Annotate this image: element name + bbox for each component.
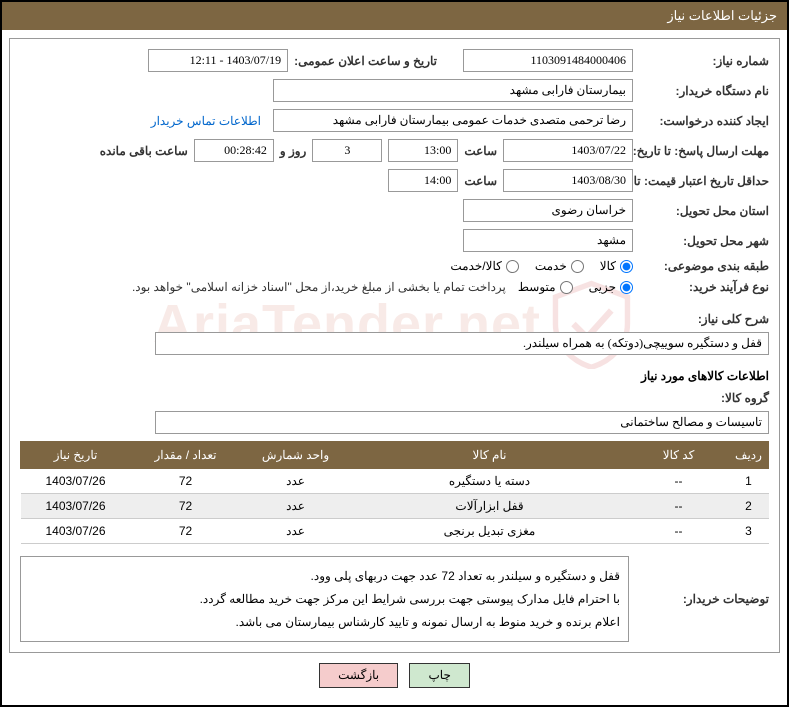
col-header: کد کالا [629,442,729,469]
field-deadline-date: 1403/07/22 [503,139,633,162]
radio-minor[interactable] [620,281,633,294]
label-purch-type: نوع فرآیند خرید: [639,280,769,294]
field-deadline-hour: 13:00 [388,139,458,162]
col-header: تعداد / مقدار [131,442,241,469]
items-header: اطلاعات کالاهای مورد نیاز [20,369,769,383]
label-hour-1: ساعت [464,144,497,158]
label-pub-date: تاریخ و ساعت اعلان عمومی: [294,54,437,68]
field-group: تاسیسات و مصالح ساختمانی [155,411,769,434]
label-buyer-notes: توضیحات خریدار: [639,592,769,606]
table-row: 1--دسته یا دستگیرهعدد721403/07/26 [21,469,769,494]
table-row: 3--مغزی تبدیل برنجیعدد721403/07/26 [21,519,769,544]
field-days: 3 [312,139,382,162]
buyer-notes-box: قفل و دستگیره و سیلندر به تعداد 72 عدد ج… [20,556,629,642]
label-hour-2: ساعت [464,174,497,188]
field-requester: رضا ترحمی متصدی خدمات عمومی بیمارستان فا… [273,109,633,132]
contact-link[interactable]: اطلاعات تماس خریدار [151,114,261,128]
radio-medium[interactable] [560,281,573,294]
label-requester: ایجاد کننده درخواست: [639,114,769,128]
col-header: واحد شمارش [241,442,351,469]
col-header: تاریخ نیاز [21,442,131,469]
label-category: طبقه بندی موضوعی: [639,259,769,273]
label-general-desc: شرح کلی نیاز: [639,312,769,326]
col-header: ردیف [729,442,769,469]
radio-both[interactable] [506,260,519,273]
panel-title: جزئیات اطلاعات نیاز [2,2,787,30]
field-city: مشهد [463,229,633,252]
field-province: خراسان رضوی [463,199,633,222]
label-day-and: روز و [280,144,307,158]
field-price-hour: 14:00 [388,169,458,192]
label-buyer: نام دستگاه خریدار: [639,84,769,98]
items-table: ردیفکد کالانام کالاواحد شمارشتعداد / مقد… [20,441,769,544]
label-deadline: مهلت ارسال پاسخ: تا تاریخ: [639,144,769,158]
purch-radios: جزیی متوسط [518,280,633,294]
label-province: استان محل تحویل: [639,204,769,218]
field-price-date: 1403/08/30 [503,169,633,192]
table-row: 2--قفل ابزارآلاتعدد721403/07/26 [21,494,769,519]
col-header: نام کالا [351,442,629,469]
field-general-desc: قفل و دستگیره سوییچی(دوتکه) به همراه سیل… [155,332,769,355]
field-countdown: 00:28:42 [194,139,274,162]
label-group: گروه کالا: [639,391,769,405]
radio-service[interactable] [571,260,584,273]
print-button[interactable]: چاپ [409,663,469,688]
label-remain: ساعت باقی مانده [100,144,188,158]
label-price-valid: حداقل تاریخ اعتبار قیمت: تا تاریخ: [639,174,769,188]
radio-goods[interactable] [620,260,633,273]
back-button[interactable]: بازگشت [319,663,398,688]
field-pub-date: 1403/07/19 - 12:11 [148,49,288,72]
label-city: شهر محل تحویل: [639,234,769,248]
payment-note: پرداخت تمام یا بخشی از مبلغ خرید،از محل … [132,280,506,294]
field-req-no: 1103091484000406 [463,49,633,72]
field-buyer: بیمارستان فارابی مشهد [273,79,633,102]
category-radios: کالا خدمت کالا/خدمت [450,259,633,273]
label-req-no: شماره نیاز: [639,54,769,68]
